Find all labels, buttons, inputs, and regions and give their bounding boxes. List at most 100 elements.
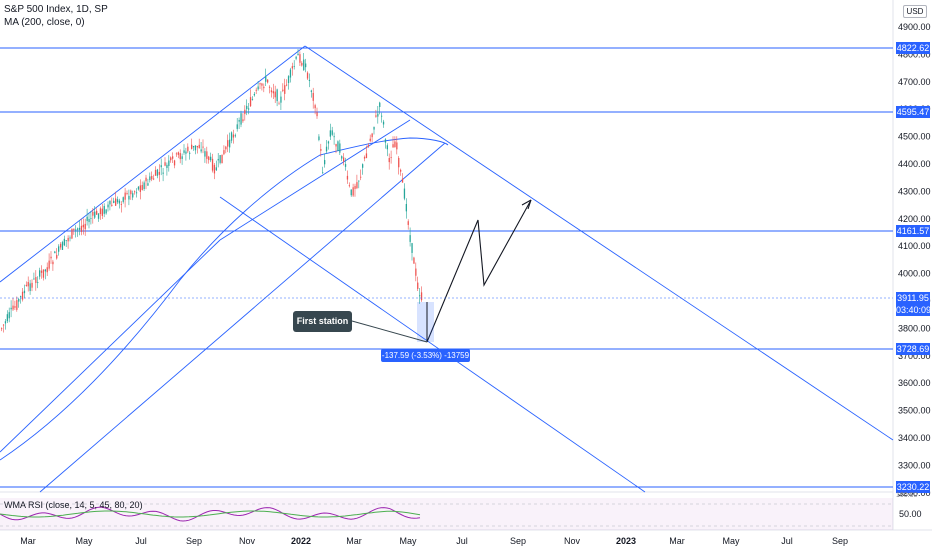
candle-body — [381, 115, 383, 117]
candle-body — [107, 204, 109, 208]
candle-body — [88, 218, 90, 223]
price-axis-label: 4500.00 — [898, 132, 931, 142]
candle-body — [373, 126, 375, 130]
time-axis-label: Mar — [346, 536, 362, 546]
measure-box[interactable] — [417, 302, 434, 342]
indicator-label[interactable]: MA (200, close, 0) — [4, 17, 85, 28]
currency-button[interactable]: USD — [903, 5, 927, 18]
candle-body — [103, 205, 105, 214]
candle-body — [377, 113, 379, 117]
candle-body — [147, 183, 149, 186]
candle-body — [42, 269, 45, 278]
candle-body — [99, 208, 102, 215]
candle-body — [295, 56, 297, 59]
candle-body — [2, 324, 5, 326]
candle-body — [208, 156, 210, 161]
candle-body — [90, 218, 92, 219]
candle-body — [240, 113, 242, 125]
candle-body — [268, 86, 271, 88]
candle-body — [31, 282, 33, 288]
candle-body — [113, 200, 115, 203]
candle-body — [335, 144, 337, 147]
candle-body — [16, 300, 18, 310]
candle-body — [344, 164, 347, 167]
candle-body — [18, 299, 20, 302]
candle-body — [308, 79, 311, 82]
candle-body — [280, 96, 282, 103]
candle-body — [75, 229, 77, 231]
candle-body — [122, 197, 124, 202]
candle-body — [96, 210, 98, 215]
candle-body — [244, 109, 246, 115]
candle-body — [35, 277, 37, 283]
time-axis-label: Jul — [135, 536, 147, 546]
price-axis[interactable]: 4900.004800.004700.004600.004500.004400.… — [898, 22, 931, 498]
price-axis-label: 3800.00 — [898, 323, 931, 333]
candle-body — [390, 157, 392, 158]
candle-body — [259, 83, 261, 85]
candle-body — [261, 83, 263, 86]
candle-body — [27, 281, 29, 287]
candle-body — [386, 145, 388, 150]
candle-body — [206, 151, 208, 159]
candle-body — [158, 171, 160, 175]
candle-body — [187, 146, 189, 152]
candle-body — [173, 160, 176, 166]
candle-body — [221, 154, 223, 164]
candle-body — [230, 132, 233, 141]
projection-path[interactable] — [426, 199, 532, 343]
candle-body — [33, 278, 35, 280]
candle-body — [10, 307, 12, 310]
candle-body — [153, 178, 155, 180]
candle-body — [358, 180, 360, 182]
candle-body — [375, 115, 377, 117]
candle-body — [202, 146, 204, 148]
candle-body — [192, 145, 195, 148]
trend-lines[interactable] — [0, 45, 894, 493]
candle-body — [257, 86, 259, 90]
time-axis[interactable]: Mar May Jul Sep Nov 2022 Mar May Jul Sep Nov 2023 Ma… — [20, 536, 848, 546]
candle-body — [232, 134, 235, 138]
current-price-value: 3911.95 — [897, 293, 929, 303]
time-axis-label: May — [75, 536, 93, 546]
candle-body — [419, 295, 421, 297]
moving-average-line — [0, 137, 449, 461]
candle-body — [86, 216, 88, 222]
candle-body — [164, 162, 166, 166]
time-axis-label: Sep — [832, 536, 848, 546]
candle-body — [44, 269, 46, 272]
candle-body — [200, 149, 202, 152]
candle-body — [198, 144, 200, 149]
time-axis-label: 2023 — [616, 536, 636, 546]
candle-body — [417, 282, 419, 289]
price-axis-label: 4800.00 — [898, 49, 931, 59]
first-station-callout[interactable]: First station — [293, 311, 352, 332]
candle-body — [211, 158, 214, 171]
candle-body — [413, 257, 415, 264]
candle-body — [105, 209, 107, 214]
bar-countdown: 03:40:09 — [896, 305, 932, 315]
rsi-indicator-label[interactable]: WMA RSI (close, 14, 5, 45, 80, 20) — [4, 500, 143, 510]
candle-body — [367, 145, 369, 147]
candle-body — [181, 156, 183, 159]
candle-body — [77, 228, 79, 230]
candle-body — [183, 150, 185, 153]
candle-body — [282, 89, 284, 92]
candle-body — [50, 256, 52, 259]
candle-body — [405, 204, 407, 212]
candle-body — [4, 321, 7, 324]
candle-body — [149, 176, 151, 181]
candle-body — [115, 198, 117, 206]
candle-body — [37, 282, 39, 284]
candle-body — [63, 238, 65, 246]
candle-body — [21, 291, 24, 300]
horizontal-levels[interactable] — [0, 47, 893, 488]
candle-body — [407, 221, 409, 225]
price-axis-label: 3500.00 — [898, 406, 931, 416]
candle-body — [329, 130, 331, 137]
candle-body — [379, 102, 381, 107]
candle-body — [316, 112, 318, 117]
price-axis-label: 4300.00 — [898, 186, 931, 196]
candle-body — [71, 228, 73, 239]
